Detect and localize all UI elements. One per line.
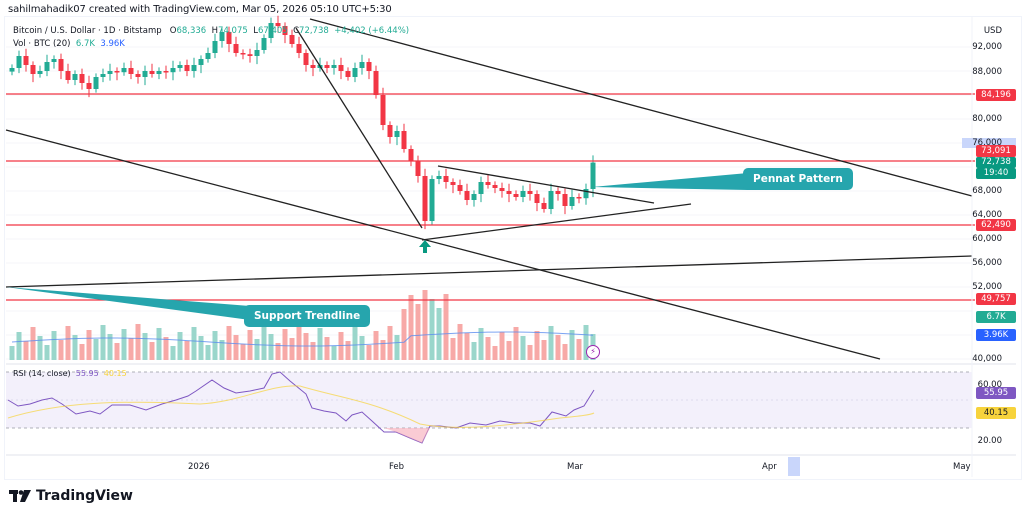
rsi-value: 55.95 (75, 369, 99, 378)
change-value: +4,402 (+6.44%) (334, 26, 410, 36)
rsi-ma-value: 40.15 (103, 369, 127, 378)
chart-credit: sahilmahadik07 created with TradingView.… (8, 4, 392, 15)
support-trendline-callout[interactable]: Support Trendline (244, 305, 371, 327)
volume-legend: Vol · BTC (20) 6.7K 3.96K (13, 39, 125, 49)
low-value: 67,405 (257, 26, 288, 36)
tradingview-logo: TradingView (9, 488, 133, 504)
last-price-tag: 72,738 (976, 157, 1016, 168)
tradingview-logo-icon (9, 490, 31, 502)
volume-ma-value: 3.96K (100, 39, 125, 49)
volume-tag: 6.7K (976, 311, 1016, 323)
axis-tick: 52,000 (972, 282, 1002, 292)
rsi-legend: RSI (14, close) 55.95 40.15 (13, 369, 127, 378)
volume-ma-tag: 3.96K (976, 329, 1016, 341)
rsi-tag: 55.95 (976, 387, 1016, 399)
time-tick: Feb (389, 462, 405, 472)
rsi-axis-tick: 60.00 (977, 380, 1002, 390)
axis-tick: 88,000 (972, 67, 1002, 77)
bar-countdown-tag: 19:40 (976, 168, 1016, 179)
symbol-name: Bitcoin / U.S. Dollar · 1D · Bitstamp (13, 26, 162, 36)
open-value: 68,336 (176, 26, 207, 36)
axis-tick: 56,000 (972, 258, 1002, 268)
axis-tick-highlight: 76,000 (962, 138, 1016, 148)
axis-currency: USD (983, 26, 1002, 36)
axis-tick: 80,000 (972, 114, 1002, 124)
lightning-icon[interactable]: ⚡ (586, 345, 600, 359)
axis-tick: 68,000 (972, 186, 1002, 196)
level-tag-73091: 73,091 (976, 145, 1016, 157)
axis-tick: 40,000 (972, 354, 1002, 364)
axis-tick: 64,000 (972, 210, 1002, 220)
symbol-legend: Bitcoin / U.S. Dollar · 1D · Bitstamp O6… (13, 26, 410, 36)
volume-value: 6.7K (75, 39, 95, 49)
pennant-pattern-callout[interactable]: Pennat Pattern (743, 168, 853, 190)
time-tick: Apr (762, 462, 777, 472)
level-tag-62490: 62,490 (976, 219, 1016, 231)
rsi-axis-tick: 20.00 (977, 436, 1002, 446)
axis-tick: 60,000 (972, 234, 1002, 244)
level-tag-49757: 49,757 (976, 293, 1016, 305)
time-tick: May (953, 462, 971, 472)
level-tag-84196: 84,196 (976, 89, 1016, 101)
time-tick: 2026 (188, 462, 210, 472)
high-value: 74,075 (218, 26, 248, 36)
time-axis-highlight (788, 457, 800, 476)
axis-tick: 92,000 (972, 42, 1002, 52)
close-value: 72,738 (299, 26, 329, 36)
brand-name: TradingView (36, 488, 133, 504)
time-tick: Mar (567, 462, 584, 472)
rsi-ma-tag: 40.15 (976, 407, 1016, 419)
